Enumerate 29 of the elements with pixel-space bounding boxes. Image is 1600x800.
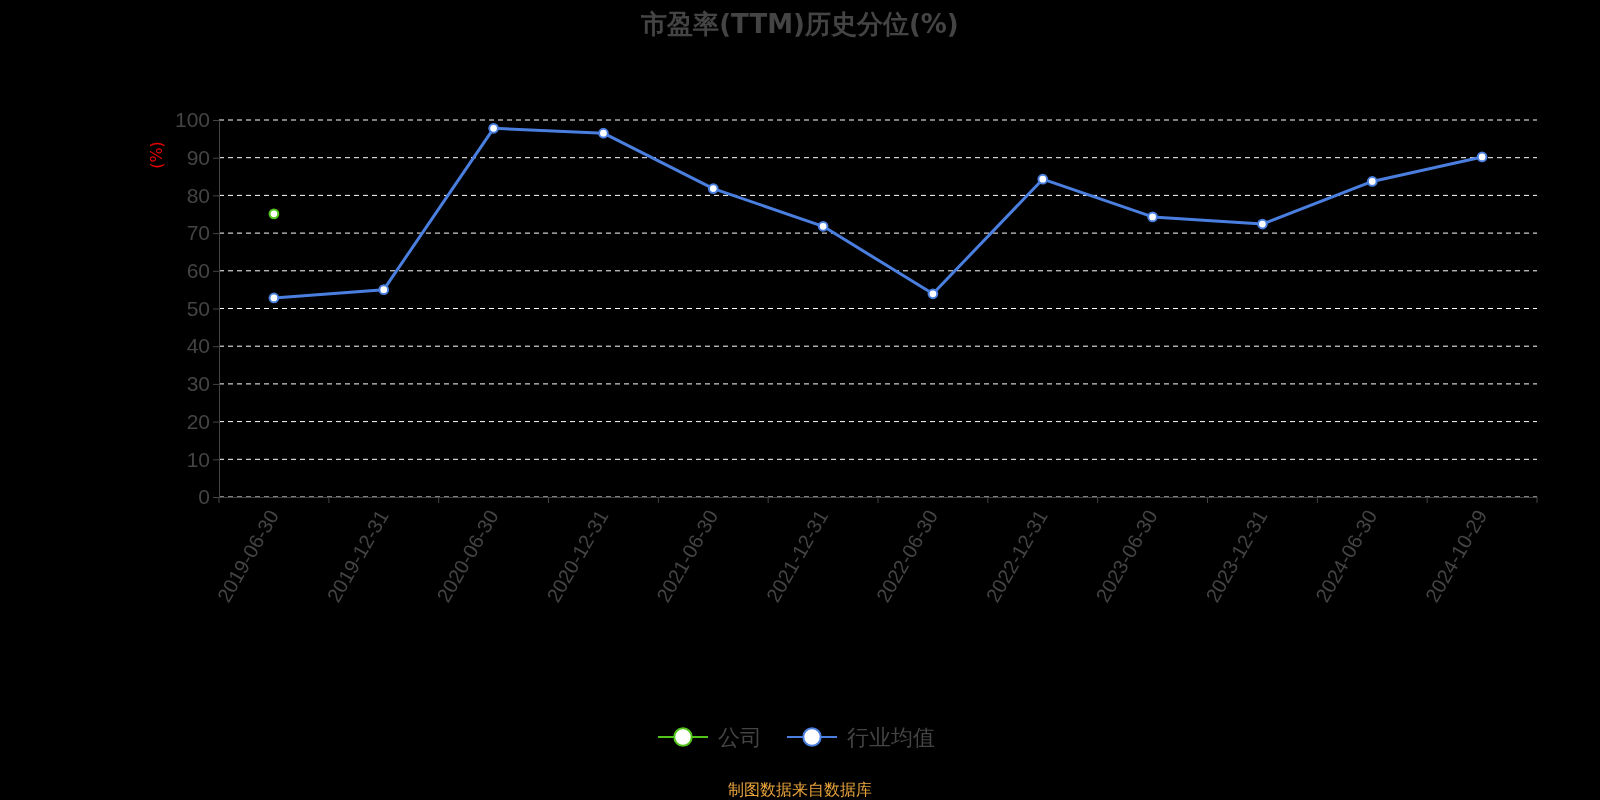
point bbox=[707, 183, 719, 194]
y-tick-label: 90 bbox=[186, 145, 210, 169]
y-tick-label: 20 bbox=[186, 409, 210, 433]
y-tick-label: 100 bbox=[174, 108, 210, 132]
y-tick-label: 40 bbox=[186, 334, 210, 358]
y-tick-label: 70 bbox=[186, 221, 210, 245]
point bbox=[488, 122, 499, 134]
y-tick-label: 0 bbox=[198, 485, 210, 509]
y-tick-label: 30 bbox=[186, 372, 210, 396]
y-tick-label: 10 bbox=[186, 447, 210, 471]
point bbox=[927, 288, 939, 300]
legend-label: 行业均值 bbox=[847, 724, 935, 750]
y-tick-label: 80 bbox=[186, 183, 210, 207]
point bbox=[1366, 176, 1378, 187]
point bbox=[1147, 211, 1158, 223]
point bbox=[1476, 151, 1488, 163]
y-tick-label: 60 bbox=[186, 259, 210, 283]
legend-label: 公司 bbox=[718, 724, 762, 750]
point bbox=[1257, 218, 1268, 230]
text: 制图数据来自数据库 bbox=[728, 780, 872, 799]
point bbox=[817, 220, 829, 232]
point bbox=[598, 127, 609, 139]
point bbox=[268, 208, 280, 220]
point bbox=[378, 284, 390, 296]
chart-title: 市盈率(TTM)历史分位(%) bbox=[640, 9, 959, 39]
y-tick-label: 50 bbox=[186, 296, 210, 320]
y-axis-title: (%) bbox=[147, 141, 166, 169]
point bbox=[268, 292, 280, 304]
point bbox=[1037, 173, 1049, 185]
